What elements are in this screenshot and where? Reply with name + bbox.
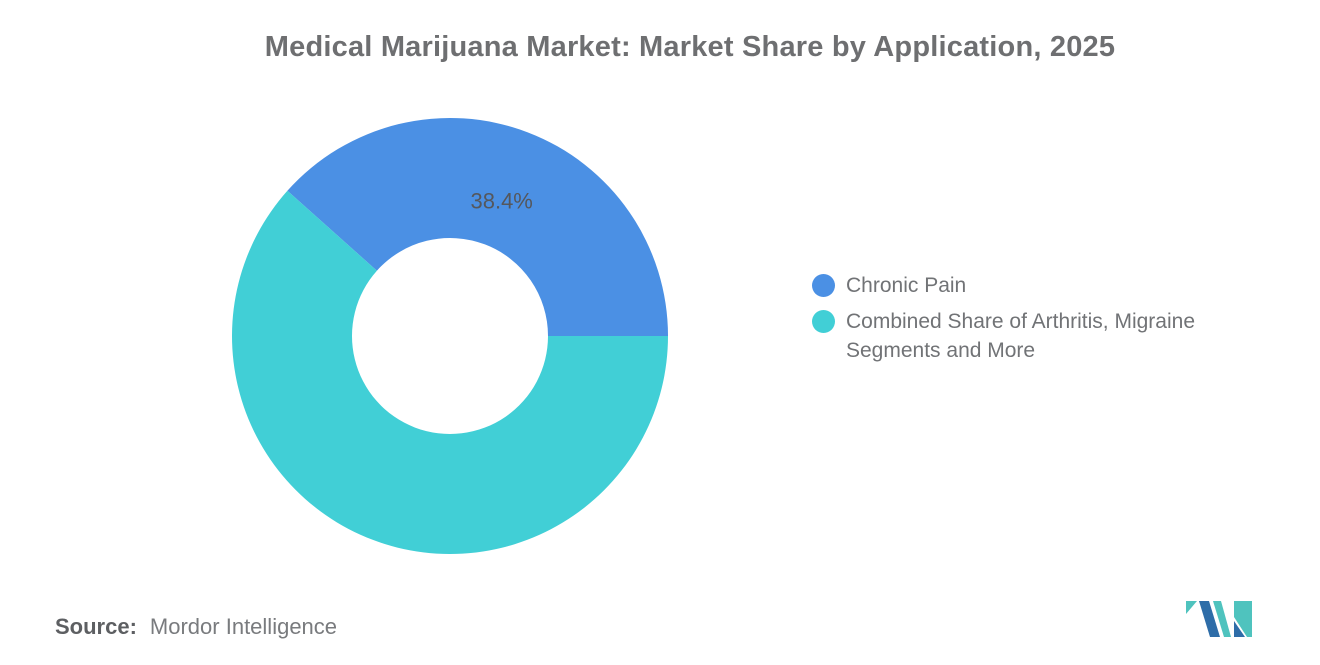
source-label: Source: <box>55 614 137 639</box>
logo-teal-top-left-triangle <box>1186 601 1197 614</box>
mordor-intelligence-logo <box>1186 601 1252 637</box>
source-row: Source: Mordor Intelligence <box>55 614 337 640</box>
logo-blue-left-band <box>1199 601 1220 637</box>
chart-legend: Chronic Pain Combined Share of Arthritis… <box>812 271 1224 365</box>
legend-item-combined-share: Combined Share of Arthritis, Migraine Se… <box>812 307 1224 365</box>
legend-label-combined-share: Combined Share of Arthritis, Migraine Se… <box>846 310 1195 362</box>
slice-combined-share-of-arthritis-migraine-segments-and-more[interactable] <box>231 190 668 555</box>
chart-title: Medical Marijuana Market: Market Share b… <box>264 31 1116 63</box>
legend-item-chronic-pain: Chronic Pain <box>812 271 1224 300</box>
logo-teal-middle-band <box>1213 601 1231 637</box>
logo-blue-right-triangle <box>1234 621 1245 637</box>
legend-dot-combined-share <box>812 310 835 333</box>
legend-label-chronic-pain: Chronic Pain <box>846 274 967 297</box>
legend-dot-chronic-pain <box>812 274 835 297</box>
logo-teal-right-block <box>1234 601 1252 637</box>
source-value: Mordor Intelligence <box>149 614 338 639</box>
slice-chronic-pain[interactable] <box>287 118 668 336</box>
slice-value-label: 38.4% <box>470 189 532 214</box>
